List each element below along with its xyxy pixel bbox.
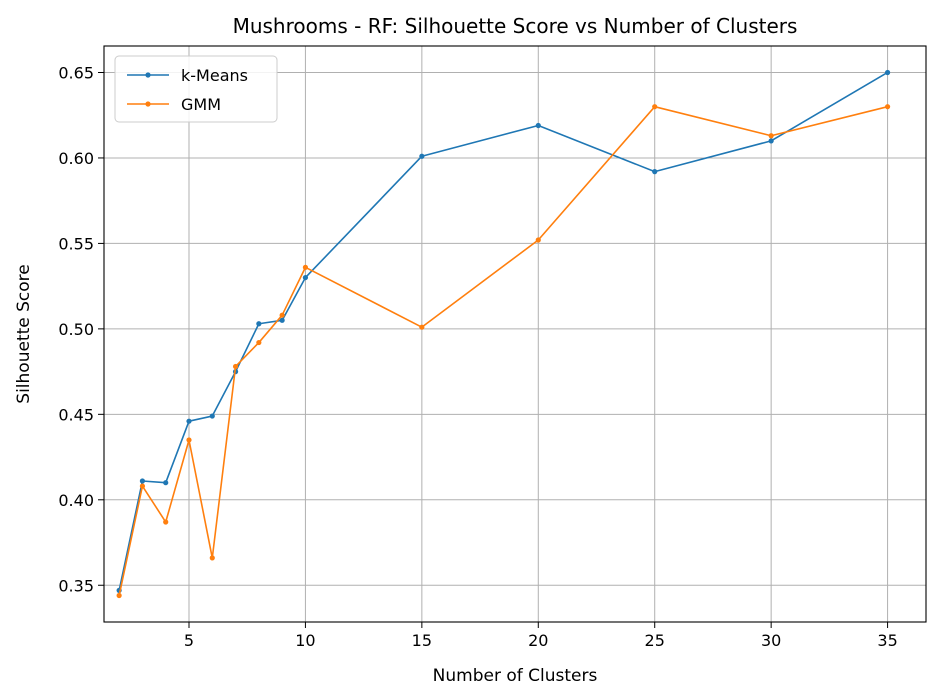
data-point-gmm <box>884 104 891 110</box>
ticks: 5 10 15 20 25 30 35 0.35 0.40 0.45 0.50 0.55 0.60 0.6… <box>58 63 897 650</box>
y-tick-label: 0.55 <box>58 234 94 253</box>
data-point-k-means <box>419 153 425 159</box>
legend-swatch-marker <box>145 101 151 107</box>
chart-title: Mushrooms - RF: Silhouette Score vs Numb… <box>233 14 798 38</box>
legend-label: GMM <box>181 95 221 114</box>
legend-swatch-marker <box>145 72 151 78</box>
data-point-k-means <box>209 413 215 419</box>
data-point-gmm <box>116 592 122 599</box>
data-point-k-means <box>186 418 192 424</box>
data-point-gmm <box>139 483 146 489</box>
data-point-gmm <box>209 555 215 561</box>
legend-label: k-Means <box>181 66 248 85</box>
series-layer <box>116 69 891 599</box>
data-point-k-means <box>256 321 262 327</box>
grid <box>104 46 926 622</box>
data-point-k-means <box>652 169 658 175</box>
y-axis-title: Silhouette Score <box>14 264 34 403</box>
data-point-k-means <box>163 480 169 486</box>
data-point-gmm <box>186 437 192 443</box>
y-tick-label: 0.60 <box>58 149 94 168</box>
legend-item-gmm[interactable]: GMM <box>127 95 221 114</box>
data-point-k-means <box>884 69 891 76</box>
series-line-k-means <box>118 71 888 591</box>
data-point-gmm <box>256 339 262 346</box>
legend-box <box>114 55 278 123</box>
series-k-means <box>116 69 891 593</box>
y-tick-label: 0.50 <box>58 320 94 339</box>
data-point-gmm <box>232 363 239 370</box>
legend[interactable]: k-Means GMM <box>114 55 278 123</box>
y-tick-label: 0.65 <box>58 63 94 82</box>
series-gmm <box>116 104 891 599</box>
plot-frame <box>103 45 927 623</box>
data-point-gmm <box>279 312 285 318</box>
series-line-gmm <box>118 105 888 596</box>
y-tick-label: 0.40 <box>58 491 94 510</box>
x-axis-title: Number of Clusters <box>433 666 598 686</box>
data-point-gmm <box>419 324 425 330</box>
x-tick-label: 5 <box>184 631 194 650</box>
x-tick-label: 15 <box>412 631 432 650</box>
data-point-gmm <box>163 519 169 525</box>
x-tick-label: 20 <box>528 631 548 650</box>
y-tick-label: 0.35 <box>58 576 94 595</box>
data-point-k-means <box>279 317 285 323</box>
x-tick-label: 25 <box>645 631 665 650</box>
data-point-gmm <box>535 237 541 243</box>
x-tick-label: 35 <box>877 631 897 650</box>
x-tick-label: 30 <box>761 631 781 650</box>
data-point-k-means <box>768 138 774 144</box>
x-tick-label: 10 <box>295 631 315 650</box>
data-point-gmm <box>302 264 309 270</box>
data-point-k-means <box>535 122 541 129</box>
data-point-k-means <box>302 274 309 281</box>
data-point-gmm <box>768 133 774 139</box>
y-tick-label: 0.45 <box>58 405 94 424</box>
legend-item-k-means[interactable]: k-Means <box>127 66 248 85</box>
data-point-gmm <box>652 104 658 110</box>
data-point-k-means <box>139 478 146 484</box>
